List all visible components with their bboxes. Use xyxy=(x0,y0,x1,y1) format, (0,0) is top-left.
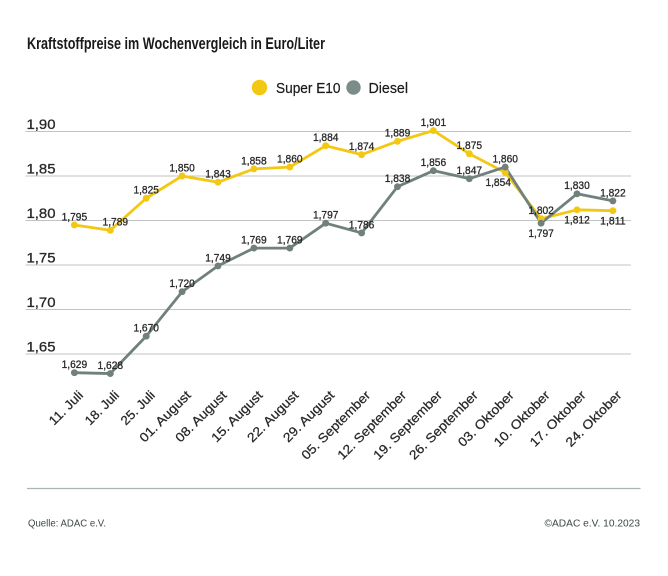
svg-text:1,720: 1,720 xyxy=(169,278,195,290)
svg-text:1,854: 1,854 xyxy=(485,177,511,189)
svg-text:1,860: 1,860 xyxy=(492,154,518,166)
svg-text:1,90: 1,90 xyxy=(27,116,56,132)
svg-text:1,811: 1,811 xyxy=(600,215,626,227)
svg-text:1,847: 1,847 xyxy=(457,165,483,177)
svg-text:Diesel: Diesel xyxy=(369,81,409,97)
svg-text:1,795: 1,795 xyxy=(62,211,88,223)
svg-text:1,884: 1,884 xyxy=(313,132,339,144)
svg-text:1,65: 1,65 xyxy=(27,338,56,354)
svg-text:1,860: 1,860 xyxy=(277,154,303,166)
svg-text:1,850: 1,850 xyxy=(169,162,195,174)
svg-text:1,889: 1,889 xyxy=(385,128,411,140)
svg-text:1,85: 1,85 xyxy=(27,160,56,176)
svg-text:1,628: 1,628 xyxy=(98,360,124,372)
svg-text:1,769: 1,769 xyxy=(241,235,267,247)
svg-text:1,874: 1,874 xyxy=(349,141,375,153)
svg-text:1,825: 1,825 xyxy=(133,185,159,197)
svg-text:1,812: 1,812 xyxy=(564,215,590,227)
svg-text:1,875: 1,875 xyxy=(457,140,483,152)
svg-text:1,749: 1,749 xyxy=(205,252,231,264)
svg-text:1,838: 1,838 xyxy=(385,173,411,185)
svg-text:1,822: 1,822 xyxy=(600,187,626,199)
svg-text:1,789: 1,789 xyxy=(103,217,129,229)
svg-text:1,797: 1,797 xyxy=(528,228,554,240)
svg-text:1,786: 1,786 xyxy=(349,219,375,231)
svg-text:©ADAC e.V. 10.2023: ©ADAC e.V. 10.2023 xyxy=(545,518,641,530)
svg-text:1,802: 1,802 xyxy=(528,205,554,217)
svg-text:1,769: 1,769 xyxy=(277,235,303,247)
svg-text:Super E10: Super E10 xyxy=(276,81,341,97)
svg-text:1,830: 1,830 xyxy=(564,180,590,192)
svg-text:1,80: 1,80 xyxy=(27,205,56,221)
svg-text:1,901: 1,901 xyxy=(421,117,447,129)
svg-text:1,843: 1,843 xyxy=(205,169,231,181)
svg-text:1,670: 1,670 xyxy=(133,323,159,335)
svg-text:Kraftstoffpreise im Wochenverg: Kraftstoffpreise im Wochenvergleich in E… xyxy=(27,35,325,53)
svg-text:1,797: 1,797 xyxy=(313,210,339,222)
svg-text:1,629: 1,629 xyxy=(62,359,88,371)
svg-text:1,858: 1,858 xyxy=(241,155,267,167)
svg-text:1,75: 1,75 xyxy=(27,249,56,265)
svg-text:1,856: 1,856 xyxy=(421,157,447,169)
svg-text:Quelle: ADAC e.V.: Quelle: ADAC e.V. xyxy=(28,518,106,530)
svg-text:1,70: 1,70 xyxy=(27,294,56,310)
